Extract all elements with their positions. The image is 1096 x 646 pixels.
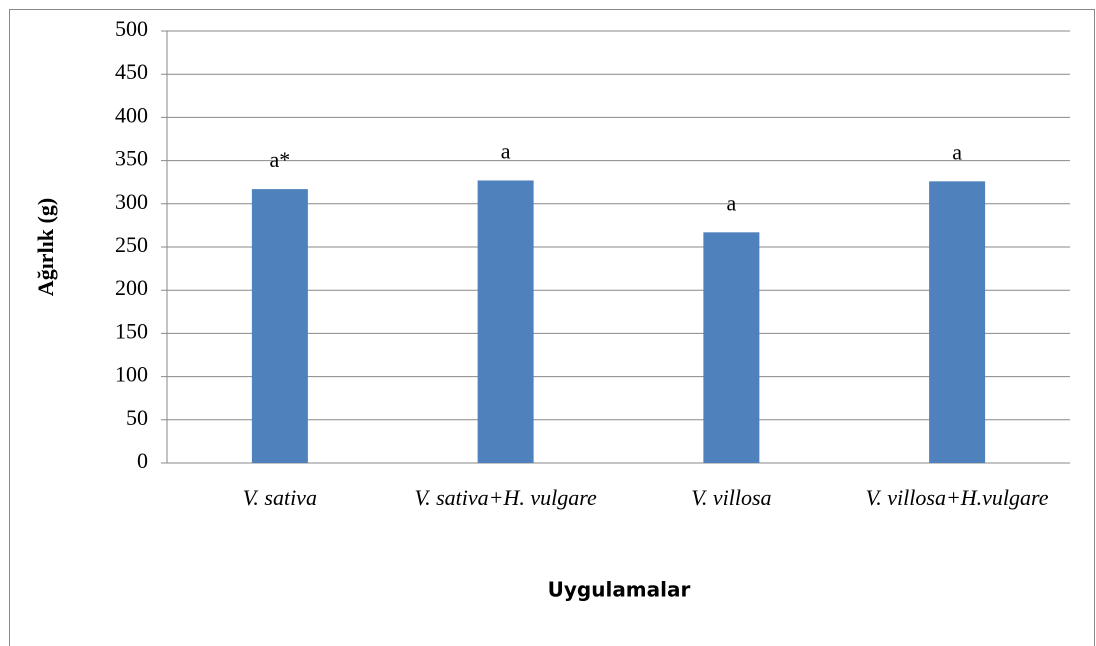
y-tick-label: 400 xyxy=(115,102,148,127)
y-tick-label: 100 xyxy=(115,362,148,387)
x-tick-label: V. villosa+H.vulgare xyxy=(865,485,1049,510)
x-tick-label: V. villosa xyxy=(691,485,772,510)
bar-annotation: a* xyxy=(269,147,290,172)
bar xyxy=(703,232,760,463)
bar-annotation: a xyxy=(952,139,962,164)
x-tick-label: V. sativa xyxy=(242,485,317,510)
y-tick-label: 250 xyxy=(115,232,148,257)
y-tick-label: 350 xyxy=(115,146,148,171)
x-tick-label: V. sativa+H. vulgare xyxy=(414,485,597,510)
y-tick-label: 300 xyxy=(115,189,148,214)
chart-frame xyxy=(9,9,1095,646)
y-axis-title: Ağırlık (g) xyxy=(33,198,58,296)
y-tick-label: 200 xyxy=(115,275,148,300)
bar-annotation: a xyxy=(501,139,511,164)
y-tick-label: 0 xyxy=(137,448,148,473)
y-tick-label: 450 xyxy=(115,59,148,84)
x-axis-title: Uygulamalar xyxy=(548,578,691,602)
y-tick-label: 50 xyxy=(126,405,148,430)
y-tick-label: 500 xyxy=(115,16,148,41)
bar xyxy=(251,189,308,463)
bar xyxy=(929,181,986,463)
bar-annotation: a xyxy=(726,190,736,215)
y-tick-label: 150 xyxy=(115,318,148,343)
bar xyxy=(477,180,534,464)
